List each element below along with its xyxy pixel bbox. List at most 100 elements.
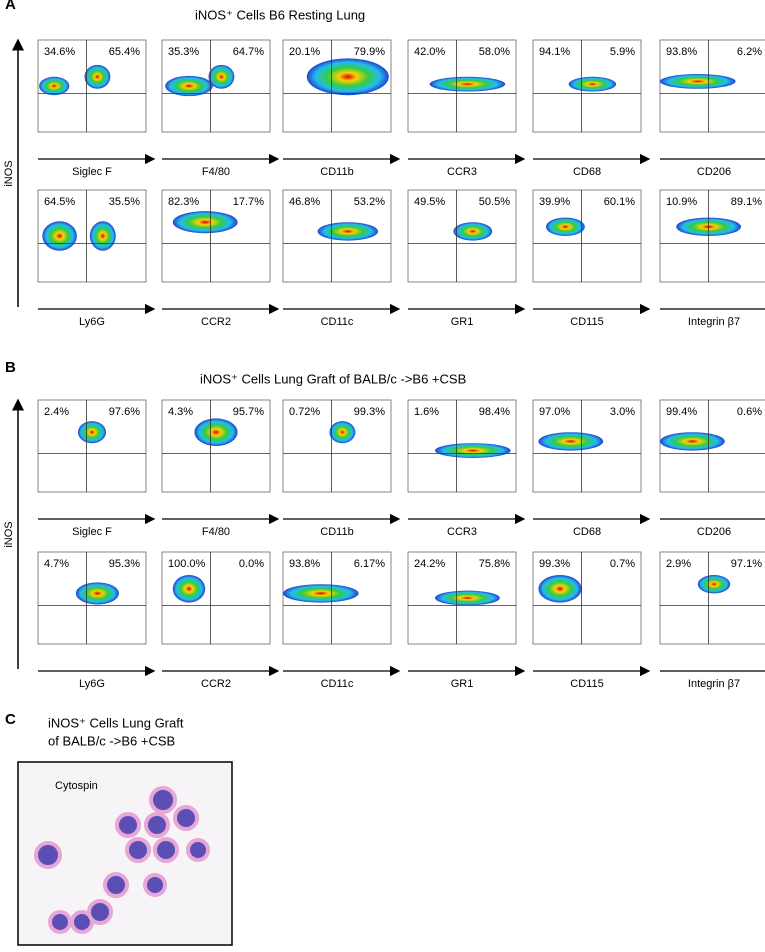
density-blob bbox=[697, 575, 731, 594]
density-blob bbox=[39, 76, 70, 96]
flow-plot: 2.9% 97.1% Integrin β7 bbox=[659, 551, 765, 690]
marker-label: CD206 bbox=[697, 526, 731, 538]
plot-frame bbox=[532, 189, 642, 283]
flow-plot: 93.8% 6.17% CD11c bbox=[282, 551, 401, 690]
right-percent: 65.4% bbox=[109, 46, 140, 58]
marker-label: CD11c bbox=[321, 678, 354, 690]
right-percent: 3.0% bbox=[610, 406, 635, 418]
y-axis-label: iNOS bbox=[3, 160, 15, 186]
plot-frame bbox=[282, 399, 392, 493]
panel-title: of BALB/c ->B6 +CSB bbox=[48, 733, 175, 748]
left-percent: 99.3% bbox=[539, 558, 570, 570]
marker-label: Ly6G bbox=[79, 678, 105, 690]
flow-plot: 99.3% 0.7% CD115 bbox=[532, 551, 651, 690]
plot-frame bbox=[37, 399, 147, 493]
right-percent: 17.7% bbox=[233, 196, 264, 208]
right-percent: 6.17% bbox=[354, 558, 385, 570]
marker-label: F4/80 bbox=[202, 526, 230, 538]
plot-frame bbox=[659, 551, 765, 645]
panel-label: C bbox=[5, 711, 16, 728]
left-percent: 4.7% bbox=[44, 558, 69, 570]
density-blob bbox=[75, 582, 119, 605]
right-percent: 6.2% bbox=[737, 46, 762, 58]
left-percent: 49.5% bbox=[414, 196, 445, 208]
flow-plot: 46.8% 53.2% CD11c bbox=[282, 189, 401, 328]
flow-plot: 1.6% 98.4% CCR3 bbox=[407, 399, 526, 538]
flow-plot: 100.0% 0.0% CCR2 bbox=[161, 551, 280, 690]
right-percent: 95.3% bbox=[109, 558, 140, 570]
right-percent: 0.7% bbox=[610, 558, 635, 570]
left-percent: 97.0% bbox=[539, 406, 570, 418]
flow-plot: 20.1% 79.9% CD11b bbox=[282, 39, 401, 178]
left-percent: 64.5% bbox=[44, 196, 75, 208]
density-blob bbox=[194, 418, 238, 447]
panel-title: iNOS⁺ Cells Lung Graft bbox=[48, 715, 184, 730]
left-percent: 46.8% bbox=[289, 196, 320, 208]
marker-label: CCR3 bbox=[447, 166, 477, 178]
density-blob bbox=[545, 217, 585, 236]
flow-plot: 64.5% 35.5% Ly6G bbox=[37, 189, 156, 328]
right-percent: 97.6% bbox=[109, 406, 140, 418]
density-blob bbox=[89, 221, 116, 251]
density-blob bbox=[165, 75, 213, 97]
right-percent: 64.7% bbox=[233, 46, 264, 58]
right-percent: 98.4% bbox=[479, 406, 510, 418]
marker-label: Siglec F bbox=[72, 166, 112, 178]
right-percent: 95.7% bbox=[233, 406, 264, 418]
marker-label: CD11c bbox=[321, 316, 354, 328]
density-blob bbox=[660, 74, 736, 89]
right-percent: 0.0% bbox=[239, 558, 264, 570]
marker-label: CD115 bbox=[570, 678, 603, 690]
density-blob bbox=[568, 76, 617, 92]
flow-plot: 49.5% 50.5% GR1 bbox=[407, 189, 526, 328]
right-percent: 79.9% bbox=[354, 46, 385, 58]
marker-label: CCR3 bbox=[447, 526, 477, 538]
marker-label: F4/80 bbox=[202, 166, 230, 178]
marker-label: CD11b bbox=[320, 526, 353, 538]
right-percent: 0.6% bbox=[737, 406, 762, 418]
right-percent: 60.1% bbox=[604, 196, 635, 208]
left-percent: 99.4% bbox=[666, 406, 697, 418]
right-percent: 5.9% bbox=[610, 46, 635, 58]
marker-label: GR1 bbox=[451, 316, 474, 328]
right-percent: 53.2% bbox=[354, 196, 385, 208]
left-percent: 1.6% bbox=[414, 406, 439, 418]
panel-title: iNOS⁺ Cells B6 Resting Lung bbox=[195, 7, 365, 22]
right-percent: 50.5% bbox=[479, 196, 510, 208]
left-percent: 93.8% bbox=[666, 46, 697, 58]
left-percent: 10.9% bbox=[666, 196, 697, 208]
flow-plot: 97.0% 3.0% CD68 bbox=[532, 399, 651, 538]
marker-label: CD115 bbox=[570, 316, 603, 328]
flow-plot: 4.3% 95.7% F4/80 bbox=[161, 399, 280, 538]
flow-plot: 94.1% 5.9% CD68 bbox=[532, 39, 651, 178]
marker-label: Integrin β7 bbox=[688, 316, 740, 328]
density-blob bbox=[317, 222, 379, 241]
flow-plot: 2.4% 97.6% Siglec F bbox=[37, 399, 156, 538]
panel-title: iNOS⁺ Cells Lung Graft of BALB/c ->B6 +C… bbox=[200, 371, 466, 386]
flow-plot: 10.9% 89.1% Integrin β7 bbox=[659, 189, 765, 328]
left-percent: 42.0% bbox=[414, 46, 445, 58]
right-percent: 89.1% bbox=[731, 196, 762, 208]
density-blob bbox=[84, 64, 111, 89]
right-percent: 99.3% bbox=[354, 406, 385, 418]
density-blob bbox=[283, 584, 359, 603]
flow-plot: 82.3% 17.7% CCR2 bbox=[161, 189, 280, 328]
marker-label: Integrin β7 bbox=[688, 678, 740, 690]
density-blob bbox=[453, 222, 493, 241]
flow-plot: 4.7% 95.3% Ly6G bbox=[37, 551, 156, 690]
left-percent: 34.6% bbox=[44, 46, 75, 58]
marker-label: CD11b bbox=[320, 166, 353, 178]
left-percent: 4.3% bbox=[168, 406, 193, 418]
density-blob bbox=[538, 575, 582, 603]
left-percent: 100.0% bbox=[168, 558, 206, 570]
right-percent: 75.8% bbox=[479, 558, 510, 570]
marker-label: CCR2 bbox=[201, 678, 231, 690]
panel-label: A bbox=[5, 0, 16, 13]
left-percent: 82.3% bbox=[168, 196, 199, 208]
flow-plot: 0.72% 99.3% CD11b bbox=[282, 399, 401, 538]
density-blob bbox=[429, 76, 506, 92]
flow-plot: 99.4% 0.6% CD206 bbox=[659, 399, 765, 538]
plot-frame bbox=[659, 189, 765, 283]
cytospin-image bbox=[17, 761, 233, 946]
